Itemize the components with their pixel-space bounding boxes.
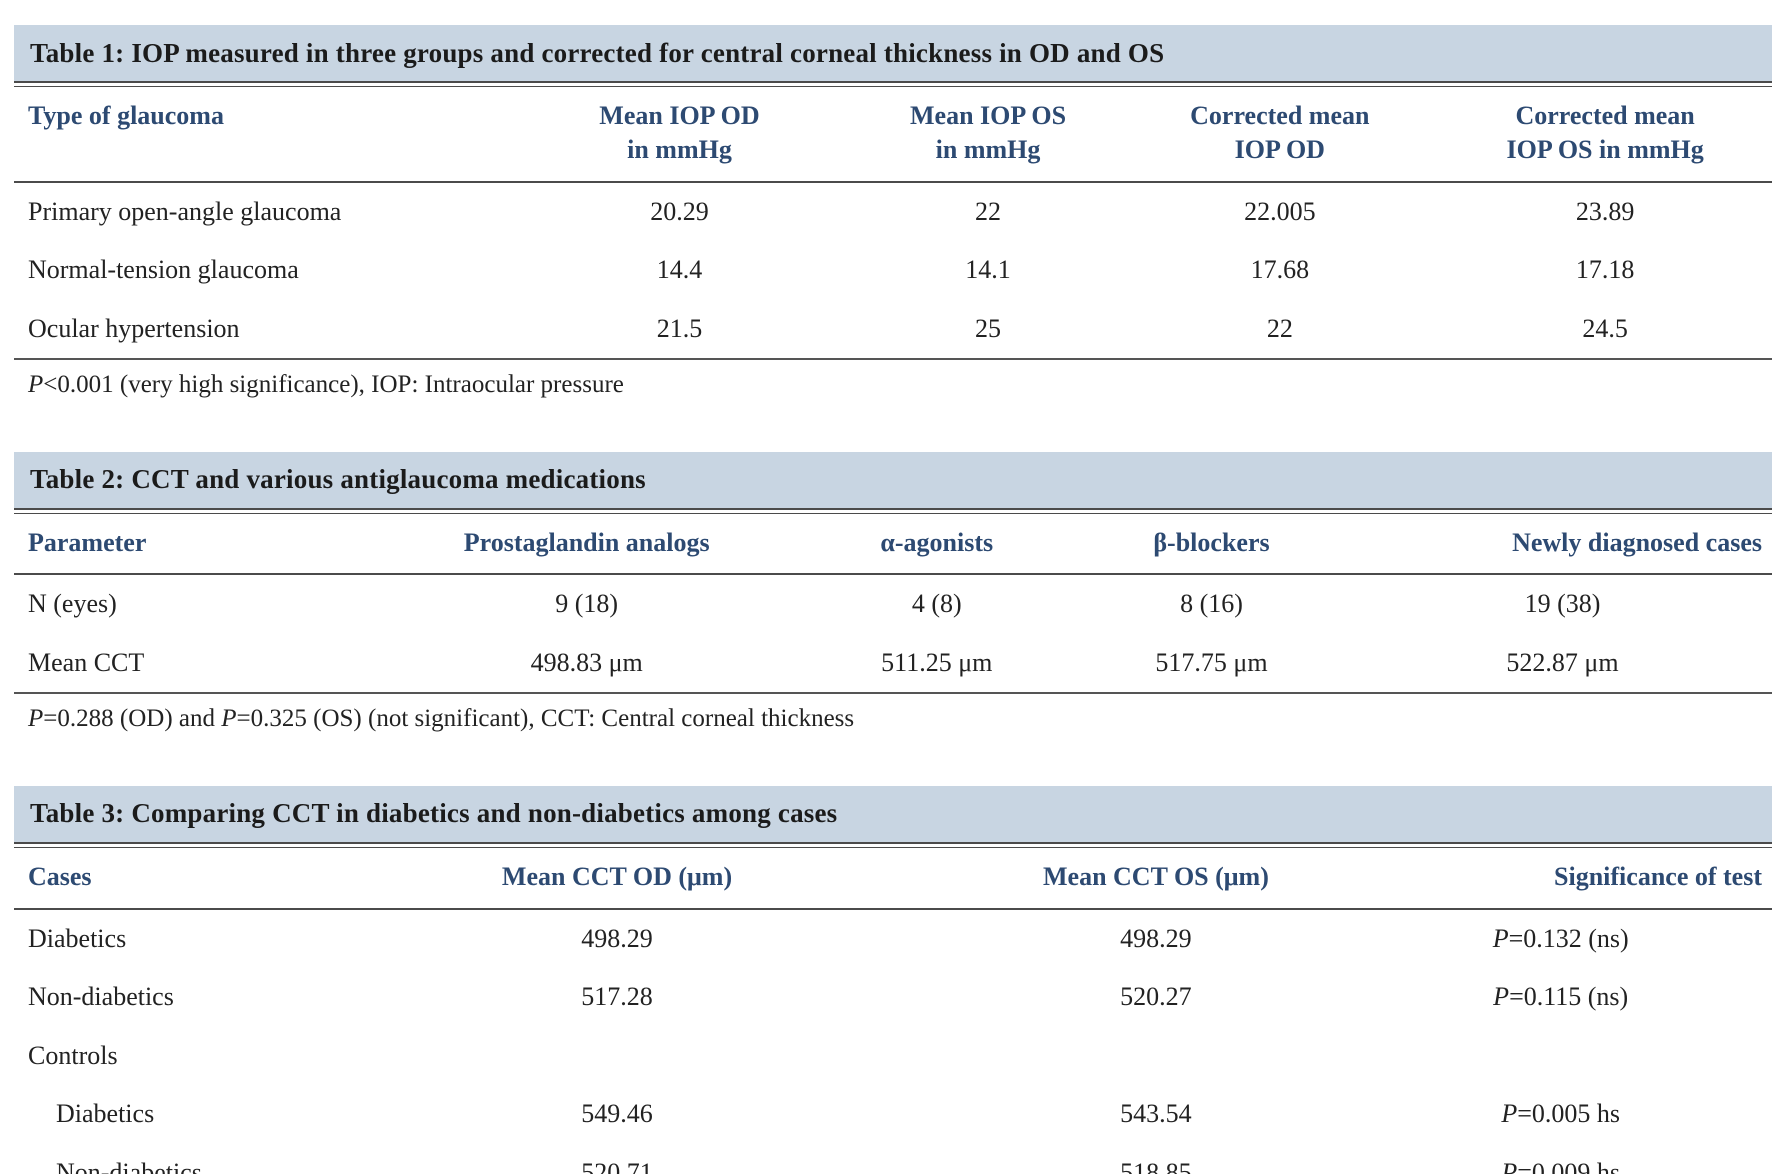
column-header: β-blockers [1069, 513, 1354, 576]
value-cell: 19 (38) [1524, 589, 1601, 619]
table-1-title: Table 1: IOP measured in three groups an… [14, 25, 1772, 83]
table-1-block: Table 1: IOP measured in three groups an… [14, 25, 1772, 402]
header-row: Type of glaucoma Mean IOP OD in mmHg Mean … [14, 86, 1772, 183]
table-2-title: Table 2: CCT and various antiglaucoma me… [14, 451, 1772, 510]
row-label-cell: Non-diabetics [28, 982, 174, 1012]
table-row: N (eyes) 9 (18) 4 (8) 8 (16) 19 (38) [14, 574, 1772, 634]
value-cell: 517.75 μm [1155, 647, 1268, 677]
row-label-cell: Non-diabetics [56, 1157, 202, 1174]
table-2-footnote: P=0.288 (OD) and P=0.325 (OS) (not signi… [28, 705, 855, 733]
value-cell: P=0.132 (ns) [1492, 923, 1629, 953]
column-header: Type of glaucoma [14, 86, 505, 183]
value-cell: 14.1 [965, 255, 1011, 285]
row-label-cell: Normal-tension glaucoma [28, 255, 299, 285]
value-cell [1349, 1027, 1772, 1086]
table-3-title: Table 3: Comparing CCT in diabetics and … [14, 785, 1772, 844]
value-cell: 8 (16) [1180, 589, 1243, 619]
value-cell [272, 1027, 963, 1086]
table-row: Diabetics 498.29 498.29 P=0.132 (ns) [14, 909, 1772, 969]
table-row: Controls [14, 1027, 1772, 1086]
table-1: Type of glaucoma Mean IOP OD in mmHg Mean … [14, 86, 1772, 361]
value-cell: 4 (8) [911, 589, 962, 619]
header-row: Cases Mean CCT OD (μm) Mean CCT OS (μm) Sig… [14, 847, 1772, 910]
table-row: Diabetics 549.46 543.54 P=0.005 hs [14, 1085, 1772, 1144]
value-cell: 17.68 [1250, 255, 1310, 285]
row-label-cell: Diabetics [28, 923, 127, 953]
column-header: Significance of test [1349, 847, 1772, 910]
column-header: Mean IOP OD in mmHg [504, 86, 855, 183]
column-header: α-agonists [803, 513, 1070, 576]
column-header: Parameter [14, 513, 370, 576]
value-cell: P=0.005 hs [1501, 1099, 1621, 1129]
row-label-cell: Diabetics [56, 1099, 155, 1129]
column-header: Mean IOP OS in mmHg [854, 86, 1122, 183]
table-row: Primary open-angle glaucoma 20.29 22 22.005… [14, 182, 1772, 242]
value-cell: 14.4 [656, 255, 703, 285]
row-label-cell: Primary open-angle glaucoma [28, 196, 342, 226]
value-cell: 21.5 [656, 313, 703, 343]
value-cell: 22 [1266, 313, 1293, 343]
value-cell: 498.29 [1120, 923, 1192, 953]
value-cell: 23.89 [1575, 196, 1635, 226]
table-row: Normal-tension glaucoma 14.4 14.1 17.68 17.1… [14, 241, 1772, 300]
column-header: Mean CCT OS (μm) [962, 847, 1350, 910]
value-cell: 498.83 μm [530, 647, 643, 677]
value-cell: 511.25 μm [881, 647, 993, 677]
value-cell [962, 1027, 1349, 1086]
value-cell: 522.87 μm [1506, 647, 1619, 677]
header-row: Parameter Prostaglandin analogs α-agonists… [14, 513, 1772, 576]
value-cell: 520.27 [1120, 982, 1192, 1012]
value-cell: 543.54 [1120, 1099, 1192, 1129]
table-row: Ocular hypertension 21.5 25 22 24.5 [14, 300, 1772, 360]
column-header: Mean CCT OD (μm) [271, 847, 963, 910]
row-label-cell: Ocular hypertension [28, 313, 240, 343]
value-cell: 22 [975, 196, 1002, 226]
column-header: Prostaglandin analogs [369, 513, 804, 576]
value-cell: 518.85 [1120, 1157, 1192, 1174]
table-1-footnote: P<0.001 (very high significance), IOP: I… [28, 371, 624, 399]
table-row: Non-diabetics 520.71 518.85 P=0.009 hs [14, 1144, 1772, 1174]
column-header: Newly diagnosed cases [1353, 513, 1772, 576]
row-label-cell: Controls [28, 1040, 118, 1070]
table-3: Cases Mean CCT OD (μm) Mean CCT OS (μm) Sig… [14, 846, 1772, 1174]
row-label-cell: Mean CCT [28, 647, 145, 677]
table-row: Mean CCT 498.83 μm 511.25 μm 517.75 μm 522.8… [14, 634, 1772, 694]
table-row: Non-diabetics 517.28 520.27 P=0.115 (ns) [14, 968, 1772, 1027]
value-cell: 549.46 [581, 1099, 653, 1129]
value-cell: 9 (18) [555, 589, 619, 619]
column-header: Cases [14, 847, 272, 910]
value-cell: 20.29 [650, 196, 709, 226]
value-cell: 498.29 [581, 923, 653, 953]
value-cell: 25 [975, 313, 1002, 343]
value-cell: P=0.115 (ns) [1493, 982, 1629, 1012]
value-cell: 520.71 [581, 1157, 653, 1174]
column-header: Corrected mean IOP OS in mmHg [1438, 86, 1772, 183]
table-3-block: Table 3: Comparing CCT in diabetics and … [14, 785, 1772, 1174]
value-cell: 517.28 [581, 982, 653, 1012]
column-header: Corrected mean IOP OD [1121, 86, 1439, 183]
value-cell: 24.5 [1582, 313, 1628, 343]
row-label-cell: N (eyes) [28, 589, 117, 619]
table-2: Parameter Prostaglandin analogs α-agonists… [14, 512, 1772, 695]
value-cell: 22.005 [1244, 196, 1316, 226]
value-cell: P=0.009 hs [1501, 1157, 1621, 1174]
value-cell: 17.18 [1575, 255, 1635, 285]
table-2-block: Table 2: CCT and various antiglaucoma me… [14, 451, 1772, 736]
